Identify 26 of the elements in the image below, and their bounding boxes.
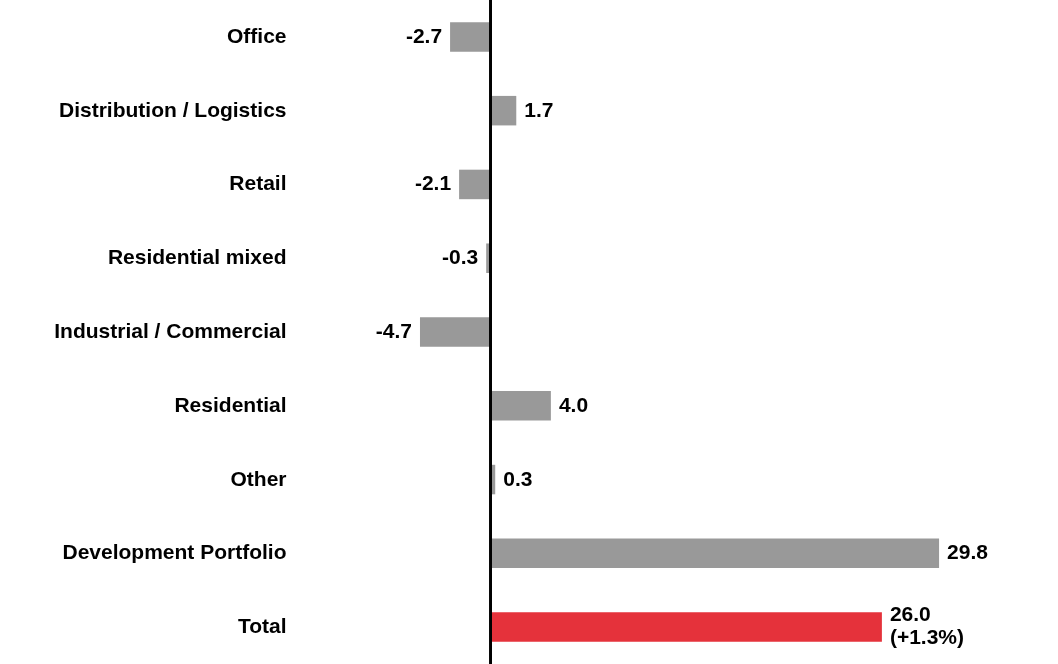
bar <box>490 95 517 126</box>
y-tick-label: Distribution / Logistics <box>58 97 287 121</box>
data-label: -0.3 <box>442 245 479 269</box>
bar <box>450 22 491 52</box>
bar <box>490 391 551 421</box>
bar <box>490 612 882 642</box>
data-label: 29.8 <box>947 540 989 564</box>
y-tick-label: Residential <box>174 392 287 416</box>
y-tick-label: Retail <box>229 171 287 195</box>
y-tick-label: Residential mixed <box>107 245 287 269</box>
data-label: 1.7 <box>524 97 554 121</box>
y-tick-label: Office <box>226 23 287 47</box>
bar <box>490 538 940 569</box>
data-label: 4.0 <box>558 392 589 416</box>
y-tick-label: Industrial / Commercial <box>54 319 287 342</box>
bar <box>459 169 491 200</box>
y-tick-label: Other <box>230 466 287 490</box>
y-tick-label: Development Portfolio <box>62 540 287 564</box>
bar <box>486 243 491 273</box>
data-label: -2.1 <box>414 171 452 195</box>
y-tick-label: Total <box>237 614 287 638</box>
data-label: 26.0 (+1.3%) <box>889 602 965 649</box>
data-label: -2.7 <box>405 23 443 47</box>
data-label: -4.7 <box>375 319 412 342</box>
data-label: 0.3 <box>503 466 533 490</box>
bar <box>419 317 491 347</box>
